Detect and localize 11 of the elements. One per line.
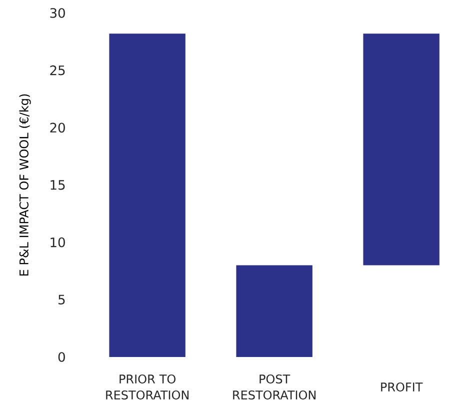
y-tick-label: 20 bbox=[50, 122, 65, 133]
y-tick-label: 30 bbox=[50, 8, 65, 18]
y-tick-label: 25 bbox=[50, 65, 65, 76]
x-tick-label: PRIOR TO RESTORATION bbox=[106, 374, 189, 400]
y-tick-label: 5 bbox=[58, 294, 65, 304]
y-tick-label: 10 bbox=[50, 237, 65, 248]
y-tick-label: 0 bbox=[58, 352, 65, 362]
x-tick-label: PROFIT bbox=[381, 382, 423, 392]
x-tick-label: POST RESTORATION bbox=[233, 374, 316, 400]
y-tick-label: 15 bbox=[50, 180, 65, 190]
y-axis-title: E P&L IMPACT OF WOOL (€/kg) bbox=[19, 94, 31, 276]
